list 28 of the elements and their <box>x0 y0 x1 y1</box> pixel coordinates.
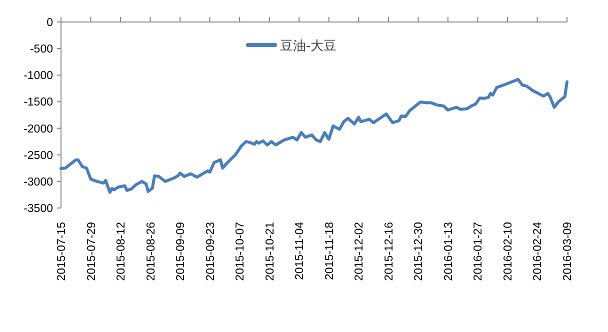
x-tick-label: 2015-07-29 <box>86 222 98 281</box>
x-tick-label: 2015-09-09 <box>175 222 188 281</box>
x-tick-label: 2015-10-21 <box>264 222 276 281</box>
x-tick-label: 2016-03-09 <box>562 222 574 281</box>
y-tick-label: -1500 <box>24 96 53 109</box>
x-tick-label: 2015-09-23 <box>204 222 217 281</box>
legend-label: 豆油-大豆 <box>280 39 337 54</box>
x-tick-label: 2016-01-13 <box>442 222 455 281</box>
x-tick-label: 2015-11-04 <box>294 221 306 280</box>
legend: 豆油-大豆 <box>246 39 337 54</box>
x-tick-label: 2015-12-02 <box>354 222 366 281</box>
y-tick-label: -1000 <box>24 70 53 82</box>
y-tick-label: -2500 <box>24 150 53 162</box>
x-tick-label: 2015-10-07 <box>234 222 247 281</box>
x-tick-label: 2015-12-30 <box>413 222 426 281</box>
x-tick-label: 2015-07-15 <box>56 222 68 281</box>
y-tick-label: -3000 <box>24 176 53 188</box>
y-tick-label: -3500 <box>24 203 53 215</box>
y-tick-label: -2000 <box>24 123 53 136</box>
y-tick-label: 0 <box>46 17 53 29</box>
x-tick-label: 2015-12-16 <box>383 222 396 281</box>
y-tick-label: -500 <box>30 44 53 56</box>
x-tick-label: 2015-08-12 <box>116 222 128 281</box>
x-tick-label: 2016-02-24 <box>532 221 544 281</box>
x-tick-label: 2015-08-26 <box>145 222 158 281</box>
x-tick-label: 2015-11-18 <box>324 222 336 280</box>
x-tick-label: 2016-02-10 <box>502 222 514 281</box>
x-tick-label: 2016-01-27 <box>472 222 485 281</box>
